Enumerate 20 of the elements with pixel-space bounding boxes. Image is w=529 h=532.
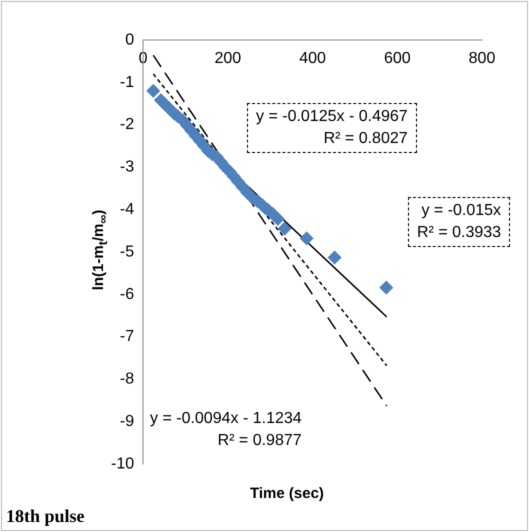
text: 18th pulse (6, 505, 85, 527)
annotation: y = -0.015x R² = 0.3933 (408, 197, 510, 247)
y-tick-label: 0 (125, 31, 134, 48)
y-tick-label: -5 (120, 243, 134, 260)
annotation: y = -0.0094x - 1.1234 R² = 0.9877 (150, 409, 302, 451)
y-tick-label: -9 (120, 413, 134, 430)
x-axis-title: Time (sec) (250, 485, 324, 502)
x-tick-label: 800 (468, 50, 496, 68)
y-tick-label: -3 (120, 158, 134, 176)
x-tick-label: 400 (299, 50, 326, 68)
y-tick-label: -7 (120, 328, 134, 346)
y-tick-label: -8 (120, 370, 134, 388)
y-tick-label: -4 (120, 201, 134, 218)
x-tick-label: 200 (214, 50, 242, 68)
y-tick-label: -1 (120, 74, 134, 91)
annotation: y = -0.0125x - 0.4967 R² = 0.8027 (247, 103, 417, 153)
x-tick-label: 600 (384, 50, 411, 68)
y-tick-label: -6 (120, 286, 134, 303)
y-tick-label: -2 (120, 116, 134, 134)
y-tick-label: -10 (111, 455, 134, 472)
